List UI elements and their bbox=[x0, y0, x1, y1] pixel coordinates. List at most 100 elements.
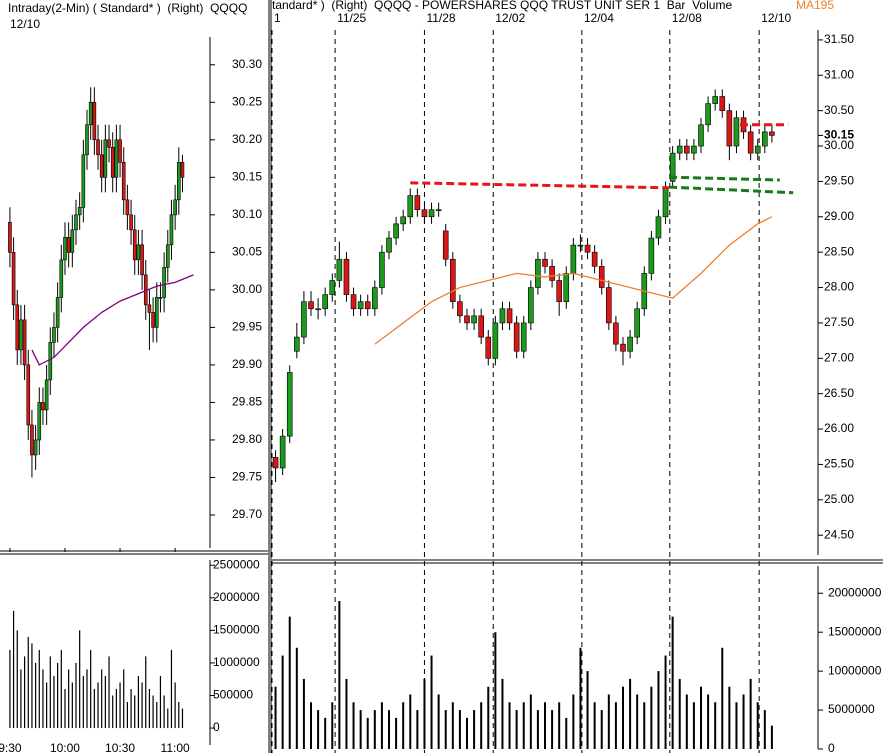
volume-bar bbox=[756, 702, 759, 749]
volume-bar bbox=[288, 616, 291, 749]
candle-body bbox=[329, 280, 336, 295]
volume-bar bbox=[480, 702, 483, 749]
candle-body bbox=[747, 131, 754, 154]
candle-body bbox=[549, 266, 555, 281]
y-tick-label: 29.00 bbox=[824, 209, 854, 223]
volume-bar bbox=[508, 702, 511, 749]
volume-bar bbox=[671, 616, 674, 749]
volume-bar bbox=[657, 671, 660, 749]
volume-bar bbox=[64, 688, 66, 729]
volume-bar bbox=[12, 610, 15, 729]
candle-body bbox=[627, 336, 633, 352]
candle-body bbox=[343, 258, 350, 295]
volume-bar bbox=[86, 669, 88, 729]
volume-bar bbox=[317, 710, 320, 749]
volume-bar bbox=[141, 682, 143, 729]
volume-bar bbox=[380, 702, 383, 749]
legend-entry: MA195 bbox=[796, 0, 834, 12]
candle-body bbox=[301, 301, 307, 338]
volume-bar bbox=[650, 686, 653, 749]
volume-bar bbox=[763, 710, 766, 749]
y-tick-label: 30.30 bbox=[232, 57, 262, 71]
volume-bar bbox=[295, 647, 298, 749]
x-tick-label: 12/08 bbox=[672, 11, 702, 25]
y-tick-label: 26.50 bbox=[824, 386, 854, 400]
candle-body bbox=[733, 117, 740, 147]
volume-bar bbox=[90, 649, 92, 729]
volume-bar bbox=[174, 682, 176, 729]
volume-bar bbox=[49, 656, 51, 729]
volume-bar bbox=[302, 678, 305, 749]
volume-bar bbox=[281, 655, 284, 749]
candle-body bbox=[173, 199, 177, 216]
y-tick-label: 10000000 bbox=[828, 663, 882, 677]
candle-body bbox=[676, 145, 683, 154]
candle-body bbox=[442, 230, 449, 260]
volume-bar bbox=[586, 671, 589, 749]
candle-body bbox=[70, 229, 75, 253]
volume-bar bbox=[27, 636, 29, 729]
volume-bar bbox=[137, 675, 140, 729]
candle-body bbox=[279, 435, 286, 469]
candle-body bbox=[719, 96, 726, 111]
candle-body bbox=[577, 244, 584, 247]
candle-body bbox=[499, 308, 506, 324]
y-tick-label: 30.25 bbox=[232, 94, 262, 108]
x-tick-label: 9:30 bbox=[0, 741, 22, 753]
candle-body bbox=[286, 372, 293, 437]
volume-bar bbox=[678, 678, 681, 749]
volume-bar bbox=[515, 710, 518, 749]
candle-body bbox=[620, 343, 626, 352]
candle-body bbox=[96, 139, 100, 156]
y-tick-label: 15000000 bbox=[828, 624, 882, 638]
y-tick-label: 5000000 bbox=[828, 702, 875, 716]
volume-bar bbox=[600, 710, 603, 749]
candle-body bbox=[103, 139, 108, 178]
y-tick-label: 29.75 bbox=[232, 470, 262, 484]
volume-bar bbox=[130, 688, 132, 729]
volume-bar bbox=[134, 695, 136, 729]
intraday-date: 12/10 bbox=[10, 17, 40, 31]
candle-body bbox=[372, 287, 378, 310]
volume-bar bbox=[108, 656, 110, 729]
candle-body bbox=[407, 195, 414, 218]
candle-body bbox=[414, 195, 421, 211]
volume-bar bbox=[331, 702, 334, 749]
candle-body bbox=[698, 124, 704, 147]
volume-bar bbox=[551, 710, 554, 749]
volume-bar bbox=[388, 710, 390, 749]
y-tick-label: 29.50 bbox=[824, 174, 854, 188]
candle-body bbox=[478, 315, 484, 338]
volume-bar bbox=[373, 710, 376, 749]
candle-body bbox=[147, 304, 152, 313]
volume-bar bbox=[181, 708, 184, 729]
candle-body bbox=[44, 379, 49, 411]
candle-body bbox=[308, 301, 314, 310]
candle-body bbox=[535, 258, 541, 288]
volume-bar bbox=[423, 678, 426, 749]
candle-body bbox=[30, 424, 34, 456]
x-tick-label: 10:30 bbox=[105, 741, 135, 753]
candle-body bbox=[691, 145, 697, 154]
volume-bar bbox=[409, 694, 412, 749]
y-tick-label: 28.50 bbox=[824, 244, 854, 258]
candle-body bbox=[471, 315, 477, 324]
volume-bar bbox=[728, 686, 731, 749]
volume-bar bbox=[700, 686, 702, 749]
candle-body bbox=[22, 319, 27, 366]
candle-body bbox=[176, 162, 181, 201]
y-tick-label: 31.50 bbox=[824, 32, 854, 46]
y-tick-label: 29.70 bbox=[232, 507, 262, 521]
intraday-title: Intraday(2-Min) ( Standard* ) (Right) QQ… bbox=[8, 1, 247, 15]
volume-bar bbox=[366, 717, 369, 749]
volume-bar bbox=[35, 662, 37, 729]
volume-bar bbox=[572, 694, 575, 749]
y-tick-label: 29.85 bbox=[232, 395, 262, 409]
volume-bar bbox=[79, 630, 81, 729]
volume-bar bbox=[148, 688, 151, 729]
volume-bar bbox=[607, 694, 610, 749]
candle-body bbox=[55, 297, 60, 328]
candle-body bbox=[556, 280, 562, 302]
